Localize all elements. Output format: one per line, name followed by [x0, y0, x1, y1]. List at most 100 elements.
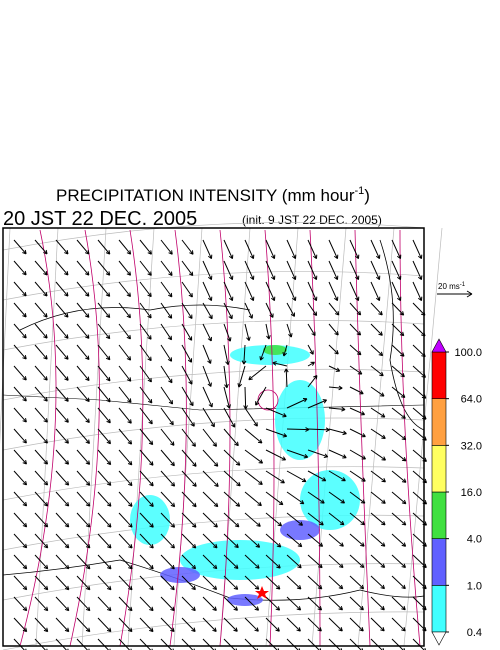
wind-arrow [391, 365, 405, 378]
graticule [2, 368, 425, 401]
wind-arrow [118, 407, 132, 424]
wind-arrow [307, 323, 316, 337]
wind-arrow [34, 428, 48, 444]
wind-arrow [244, 449, 264, 464]
wind-arrow [76, 533, 91, 549]
wind-arrow [223, 407, 236, 428]
wind-arrow [97, 512, 112, 528]
wind-arrow [13, 449, 27, 465]
wind-scale-sup: -1 [460, 282, 466, 288]
wind-arrow [181, 470, 197, 487]
wind-arrow [139, 323, 152, 340]
wind-arrow [370, 449, 386, 461]
wind-arrow [286, 397, 308, 409]
precip-area [280, 520, 320, 540]
wind-arrow [76, 386, 90, 403]
wind-arrow [412, 323, 426, 337]
wind-arrow [349, 365, 363, 375]
wind-arrow [97, 365, 111, 382]
wind-arrow [139, 596, 154, 612]
wind-arrow [55, 554, 70, 570]
wind-arrow [202, 491, 219, 508]
wind-arrow [391, 239, 402, 260]
wind-arrow [55, 512, 70, 528]
wind-arrow [391, 470, 407, 483]
wind-arrow [202, 575, 218, 591]
map-frame [2, 227, 425, 647]
wind-arrow [34, 617, 49, 633]
colorbar-label: 1.0 [467, 580, 482, 592]
wind-arrow [139, 533, 154, 549]
wind-arrow [13, 407, 27, 423]
wind-arrow [307, 449, 329, 458]
graticule [127, 227, 155, 647]
wind-arrow [55, 449, 70, 465]
wind-arrow [76, 470, 91, 486]
wind-arrow [265, 449, 287, 461]
wind-arrow [160, 575, 175, 591]
wind-arrow [97, 281, 111, 297]
wind-arrow [391, 554, 406, 569]
wind-arrow [265, 617, 280, 632]
wind-arrow [97, 239, 111, 255]
wind-arrow [248, 365, 267, 381]
wind-arrow [286, 281, 297, 302]
wind-arrow [265, 512, 283, 527]
wind-arrow [349, 239, 360, 260]
wind-arrow [370, 428, 386, 439]
wind-arrow [13, 533, 28, 549]
wind-arrow [307, 302, 318, 317]
wind-arrow [181, 512, 197, 528]
title-main: PRECIPITATION INTENSITY (mm hour [56, 186, 355, 205]
wind-arrow [118, 491, 133, 507]
wind-arrow [412, 239, 423, 260]
wind-arrow [97, 344, 111, 361]
wind-arrow [223, 428, 239, 447]
wind-arrow [55, 491, 70, 507]
wind-arrow [13, 344, 27, 360]
wind-arrow [328, 470, 346, 482]
wind-arrow [202, 407, 215, 428]
wind-arrow [139, 449, 154, 466]
wind-arrow [328, 617, 343, 632]
wind-arrow [55, 281, 69, 297]
wind-arrow [328, 260, 339, 281]
wind-arrow [391, 407, 406, 419]
wind-arrow [202, 386, 213, 408]
wind-arrow [244, 512, 261, 527]
wind-arrow [76, 239, 90, 255]
wind-arrow [370, 302, 383, 316]
valid-time: 20 JST 22 DEC. 2005 [3, 208, 197, 230]
wind-arrow [160, 365, 173, 384]
wind-arrow [118, 533, 133, 549]
wind-arrow [55, 365, 69, 381]
wind-arrow [139, 554, 154, 570]
wind-arrow [286, 239, 297, 260]
wind-arrow [328, 344, 339, 355]
wind-arrow [307, 375, 318, 388]
wind-arrow [244, 617, 259, 632]
wind-arrow [76, 323, 90, 339]
wind-arrow [223, 302, 233, 320]
wind-arrow [286, 323, 293, 338]
wind-arrow [202, 533, 218, 549]
wind-arrow [76, 449, 91, 465]
wind-arrow [349, 533, 365, 547]
wind-arrow [76, 554, 91, 570]
wind-arrow [223, 281, 234, 302]
wind-arrow [307, 344, 314, 355]
graticule [2, 417, 425, 451]
wind-arrow [181, 365, 193, 385]
wind-arrow [370, 470, 386, 483]
wind-arrow [181, 281, 193, 298]
wind-arrow [139, 491, 154, 508]
wind-arrow [307, 399, 328, 409]
wind-arrow [160, 470, 176, 487]
wind-arrow [286, 554, 302, 569]
wind-arrow [202, 302, 213, 320]
colorbar-label: 32.0 [461, 440, 482, 452]
wind-arrow [328, 239, 339, 260]
wind-arrow [265, 281, 276, 302]
wind-arrow [118, 470, 133, 487]
wind-arrow [265, 239, 276, 260]
